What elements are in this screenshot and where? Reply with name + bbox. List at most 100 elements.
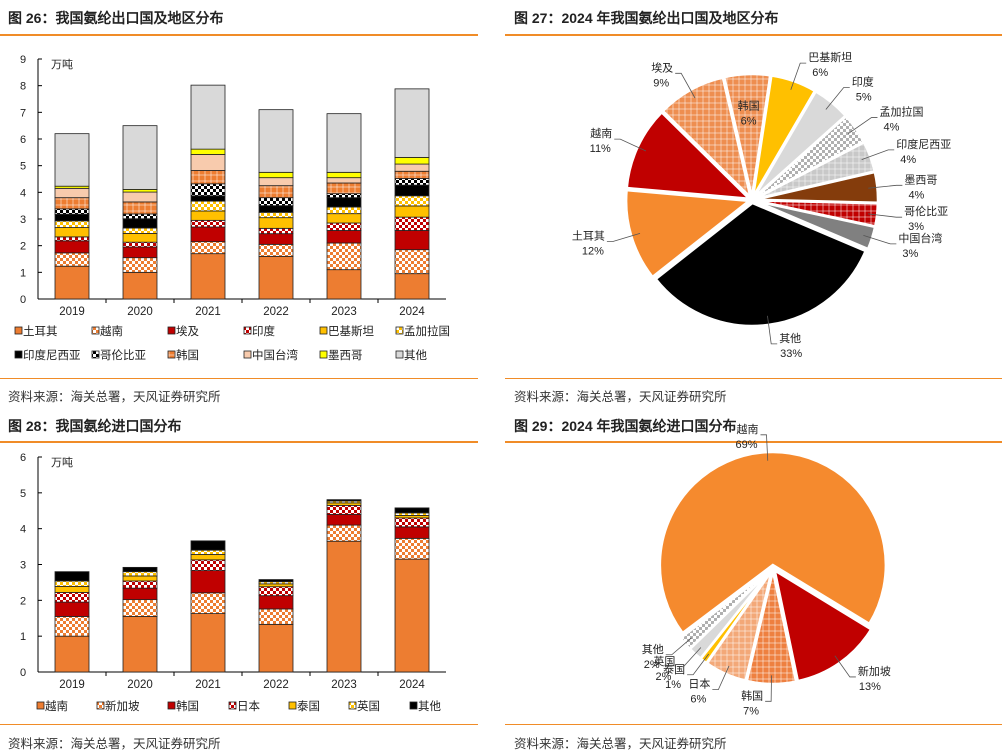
bar-segment-其他: [122, 566, 158, 573]
legend-label: 巴基斯坦: [328, 324, 374, 338]
bar-segment-其他: [326, 113, 362, 173]
slice-label-name: 韩国: [738, 99, 760, 113]
bar-segment-印度: [258, 227, 294, 235]
y-tick-label: 9: [20, 54, 26, 66]
slice-label-value: 69%: [735, 439, 757, 451]
legend-swatch: [228, 701, 237, 710]
slice-label-value: 13%: [859, 681, 881, 693]
legend-swatch: [91, 350, 100, 359]
bar-segment-新加坡: [122, 599, 158, 617]
legend-label: 韩国: [176, 699, 199, 713]
leader-line: [760, 434, 769, 461]
legend-swatch: [243, 326, 252, 335]
legend-label: 印度尼西亚: [23, 348, 81, 362]
bar-segment-新加坡: [258, 608, 294, 625]
bar-segment-韩国: [122, 587, 158, 601]
bar-segment-巴基斯坦: [54, 227, 90, 238]
bar-segment-印度尼西亚: [54, 213, 90, 222]
bar-segment-印度尼西亚: [394, 184, 430, 197]
bar-segment-哥伦比亚: [394, 178, 430, 186]
bar-segment-越南: [394, 558, 430, 673]
bar-segment-印度尼西亚: [122, 218, 158, 229]
bar-segment-巴基斯坦: [394, 205, 430, 218]
title-divider: [0, 441, 478, 443]
bar-segment-日本: [122, 580, 158, 589]
x-tick-label: 2023: [331, 679, 357, 691]
slice-label-value: 7%: [743, 705, 759, 717]
slice-label-name: 印度尼西亚: [896, 137, 951, 151]
bar-segment-新加坡: [190, 592, 226, 614]
bar-segment-埃及: [54, 240, 90, 254]
bar-segment-哥伦比亚: [122, 213, 158, 220]
x-tick-label: 2019: [59, 679, 85, 691]
y-tick-label: 0: [20, 294, 26, 306]
y-tick-label: 6: [20, 452, 26, 464]
bar-segment-泰国: [258, 583, 294, 588]
bar-segment-其他: [122, 125, 158, 190]
figure-27-title: 图 27：2024 年我国氨纶出口国及地区分布: [514, 10, 779, 26]
bar-segment-埃及: [258, 233, 294, 245]
c26-bar-chart: 0 1 2 3 4 5 6 7 8 9 万吨 2019 2020 2021 2022 2023 2024 土耳其 越…: [14, 54, 450, 362]
bar-segment-土耳其: [394, 273, 430, 300]
bar-segment-越南: [122, 257, 158, 273]
bar-segment-墨西哥: [394, 156, 430, 165]
leader-line: [606, 232, 641, 242]
leader-line: [675, 72, 696, 99]
slice-label-name: 土耳其: [572, 229, 605, 242]
x-tick-label: 2023: [331, 306, 357, 318]
slice-label-name: 越南: [590, 126, 612, 140]
bar-segment-泰国: [190, 554, 226, 561]
bar-segment-印度尼西亚: [190, 195, 226, 202]
legend-swatch: [14, 326, 23, 335]
title-divider: [0, 34, 478, 36]
bar-segment-日本: [394, 517, 430, 528]
leader-line: [614, 138, 647, 152]
slice-label-value: 3%: [902, 248, 918, 260]
title-divider: [505, 34, 1002, 36]
legend-swatch: [243, 350, 252, 359]
bar-segment-其他: [258, 579, 294, 583]
bar-segment-中国台湾: [326, 177, 362, 184]
bar-segment-韩国: [54, 601, 90, 617]
bar-segment-韩国: [326, 513, 362, 526]
legend-swatch: [319, 350, 328, 359]
bar-segment-越南: [258, 243, 294, 257]
leader-line: [847, 117, 878, 134]
x-tick-label: 2024: [399, 679, 425, 691]
title-divider: [505, 441, 1002, 443]
slice-label-value: 11%: [590, 143, 611, 155]
bar-segment-中国台湾: [190, 154, 226, 171]
y-tick-label: 3: [20, 560, 26, 572]
leader-line: [677, 647, 702, 668]
legend-label: 日本: [237, 699, 260, 713]
slice-label-name: 墨西哥: [904, 173, 937, 186]
bar-segment-其他: [394, 507, 430, 514]
bar-segment-新加坡: [54, 616, 90, 637]
bar-segment-印度: [54, 236, 90, 242]
figure-26-source: 资料来源：海关总署，天风证券研究所: [8, 390, 221, 404]
leader-line: [834, 655, 856, 678]
leader-line: [665, 637, 692, 656]
bar-segment-越南: [54, 252, 90, 267]
c28-bar-chart: 0 1 2 3 4 5 6 万吨 2019 2020 2021 2022 2023 2024 越南 新加坡 韩国…: [20, 452, 446, 713]
slice-label-value: 2%: [655, 671, 671, 683]
slice-label-name: 韩国: [741, 688, 763, 702]
legend-swatch: [96, 701, 105, 710]
legend-label: 泰国: [297, 699, 320, 713]
bar-segment-中国台湾: [394, 163, 430, 172]
bar-segment-孟加拉国: [394, 195, 430, 207]
source-divider: [0, 378, 478, 379]
bar-segment-中国台湾: [54, 187, 90, 199]
legend-label: 其他: [404, 349, 427, 362]
bar-segment-印度: [326, 222, 362, 231]
y-axis-unit-label: 万吨: [51, 58, 73, 71]
y-tick-label: 3: [20, 214, 26, 226]
bar-segment-泰国: [122, 575, 158, 582]
bar-segment-新加坡: [326, 524, 362, 542]
slice-label-name: 新加坡: [858, 664, 891, 678]
x-tick-label: 2021: [195, 306, 221, 318]
x-tick-label: 2019: [59, 306, 85, 318]
bar-segment-韩国: [258, 595, 294, 610]
x-tick-label: 2020: [127, 306, 153, 318]
